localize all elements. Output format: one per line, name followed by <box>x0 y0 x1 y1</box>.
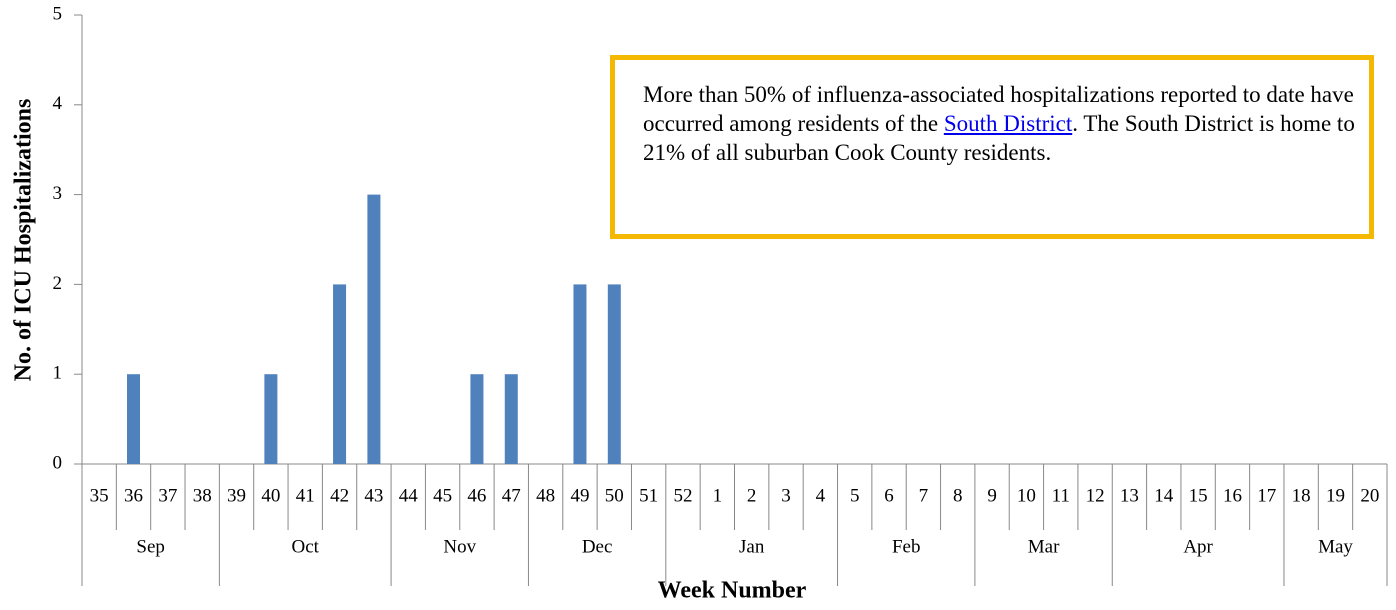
x-tick-label: 49 <box>570 485 589 506</box>
x-tick-label: 20 <box>1360 485 1379 506</box>
bar <box>367 194 381 464</box>
month-label: Feb <box>892 536 921 557</box>
bar <box>470 374 484 464</box>
annotation: More than 50% of influenza-associated ho… <box>610 55 1374 239</box>
x-tick-label: 35 <box>90 485 109 506</box>
x-tick-label: 50 <box>605 485 624 506</box>
x-tick-label: 45 <box>433 485 452 506</box>
x-tick-label: 10 <box>1017 485 1036 506</box>
x-tick-label: 7 <box>919 485 929 506</box>
x-tick-label: 48 <box>536 485 555 506</box>
x-tick-label: 9 <box>987 485 997 506</box>
x-tick-label: 16 <box>1223 485 1242 506</box>
x-tick-label: 18 <box>1292 485 1311 506</box>
y-tick-label: 3 <box>53 183 63 204</box>
month-label: Nov <box>443 536 476 557</box>
month-label: Sep <box>136 536 165 557</box>
x-tick-label: 38 <box>193 485 212 506</box>
x-tick-label: 40 <box>261 485 280 506</box>
x-tick-label: 4 <box>816 485 826 506</box>
bar <box>333 284 347 464</box>
month-label: Jan <box>739 536 765 557</box>
y-tick-label: 2 <box>53 273 63 294</box>
x-axis-title: Week Number <box>658 578 807 604</box>
x-tick-label: 12 <box>1086 485 1105 506</box>
bar <box>127 374 141 464</box>
x-tick-label: 11 <box>1052 485 1070 506</box>
y-tick-label: 5 <box>53 3 63 24</box>
x-tick-label: 17 <box>1257 485 1276 506</box>
annotation-link[interactable]: South District <box>943 111 1073 136</box>
x-tick-label: 51 <box>639 485 658 506</box>
y-tick-label: 1 <box>53 363 63 384</box>
x-tick-label: 47 <box>502 485 521 506</box>
annotation-text: More than 50% of influenza-associated ho… <box>643 82 1354 136</box>
x-tick-label: 13 <box>1120 485 1139 506</box>
x-tick-label: 36 <box>124 485 143 506</box>
x-tick-label: 37 <box>158 485 177 506</box>
x-tick-label: 42 <box>330 485 349 506</box>
month-label: Apr <box>1183 536 1213 557</box>
x-tick-label: 46 <box>467 485 486 506</box>
x-tick-label: 19 <box>1326 485 1345 506</box>
bar <box>607 284 621 464</box>
month-label: Dec <box>582 536 613 557</box>
x-tick-label: 15 <box>1189 485 1208 506</box>
x-tick-label: 52 <box>673 485 692 506</box>
x-tick-label: 14 <box>1154 485 1174 506</box>
x-tick-label: 6 <box>884 485 894 506</box>
annotation-text: . The South District is home to 21% of a… <box>643 111 1355 165</box>
bar <box>264 374 278 464</box>
x-tick-label: 43 <box>364 485 383 506</box>
x-tick-label: 39 <box>227 485 246 506</box>
y-tick-label: 0 <box>53 452 63 473</box>
x-tick-label: 41 <box>296 485 315 506</box>
x-tick-label: 44 <box>399 485 419 506</box>
month-label: Mar <box>1028 536 1060 557</box>
x-tick-label: 1 <box>713 485 723 506</box>
y-axis-title: No. of ICU Hospitalizations <box>11 99 37 382</box>
x-tick-label: 8 <box>953 485 963 506</box>
x-tick-label: 2 <box>747 485 757 506</box>
x-tick-label: 3 <box>781 485 791 506</box>
month-label: Oct <box>292 536 320 557</box>
x-tick-label: 5 <box>850 485 860 506</box>
bar <box>573 284 587 464</box>
y-tick-label: 4 <box>53 93 63 114</box>
month-label: May <box>1318 536 1353 557</box>
bar <box>504 374 518 464</box>
